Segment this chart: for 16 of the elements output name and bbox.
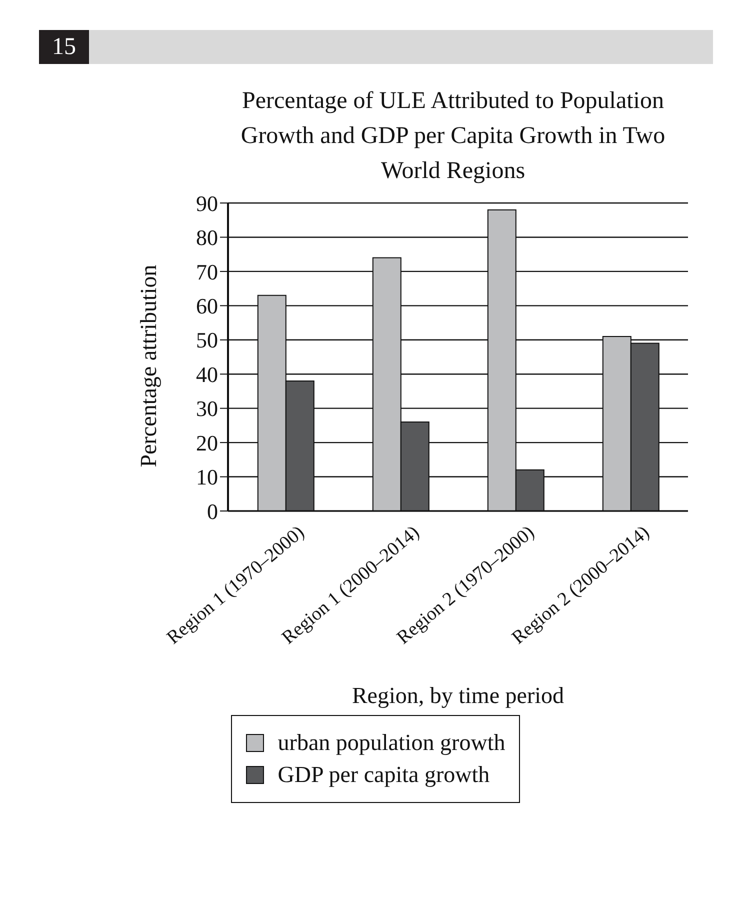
y-tick-label: 60 [196, 293, 218, 318]
text: 15 [39, 30, 89, 64]
y-tick-label: 40 [196, 362, 218, 387]
y-tick-label: 90 [196, 190, 218, 216]
y-tick-label: 80 [196, 225, 218, 250]
y-axis-title: Percentage attribution [136, 264, 162, 468]
x-axis-title: Region, by time period [352, 683, 565, 708]
y-tick-label: 30 [196, 396, 218, 422]
y-tick-label: 50 [196, 328, 218, 353]
y-tick-label: 0 [207, 498, 218, 524]
y-tick-label: 70 [196, 259, 218, 284]
y-tick-label: 10 [196, 464, 218, 490]
legend-label: GDP per capita growth [278, 762, 490, 788]
y-tick-label: 20 [196, 430, 218, 456]
legend-label: urban population growth [278, 730, 506, 756]
chart-title: Percentage of ULE Attributed to Population Growth and GDP per Capita Growth in Two World Regions [240, 87, 666, 186]
